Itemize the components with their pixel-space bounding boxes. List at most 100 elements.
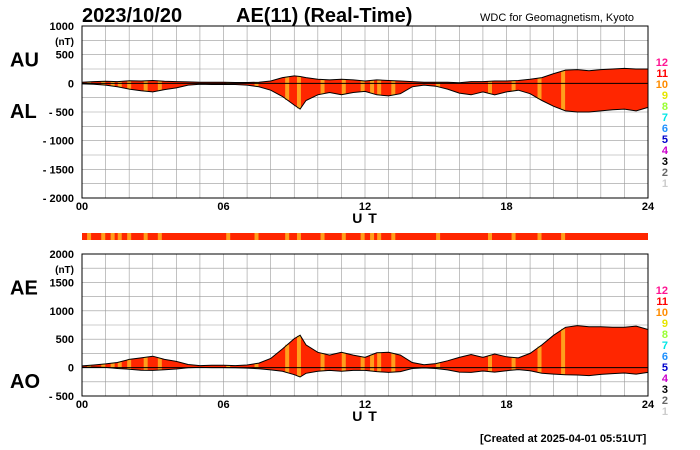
y-tick-label: 0 (68, 78, 74, 90)
station-bar-stripe (226, 233, 231, 240)
station-count-label: 3 (662, 384, 668, 396)
x-tick-label: 06 (217, 399, 229, 411)
station-bar-stripe (254, 233, 259, 240)
y-tick-label: - 1000 (43, 136, 74, 148)
station-count-label: 8 (662, 329, 668, 341)
station-count-label: 12 (656, 57, 668, 69)
series-label-au: AU (10, 50, 39, 72)
x-tick-label: 00 (76, 399, 88, 411)
y-tick-label: - 500 (49, 391, 74, 403)
series-label-ae: AE (10, 277, 38, 299)
station-bar-stripe (127, 233, 132, 240)
station-stripe (117, 361, 122, 369)
station-bar-stripe (143, 233, 148, 240)
station-count-label: 11 (656, 68, 668, 80)
station-stripe (117, 81, 122, 88)
au-al-panel: 1000 500 0 - 500 - 1000 - 1500 - 2000 (nT) 00 06 1… (10, 21, 669, 226)
station-count-label: 6 (662, 123, 668, 135)
station-count-label: 12 (656, 285, 668, 297)
y-tick-label: - 500 (49, 107, 74, 119)
station-stripe (370, 354, 375, 372)
station-stripe (341, 79, 346, 95)
station-bar-stripe (537, 233, 542, 240)
station-stripe (296, 335, 301, 377)
source-label: WDC for Geomagnetism, Kyoto (480, 12, 634, 24)
station-bar-stripe (511, 233, 516, 240)
station-stripe (226, 365, 231, 368)
station-count-label: 10 (656, 79, 668, 91)
station-count-label: 1 (662, 178, 668, 190)
station-stripe (436, 82, 441, 87)
x-axis-label: U T (352, 210, 378, 226)
station-count-label: 2 (662, 167, 668, 179)
station-bar-stripe (561, 233, 566, 240)
y-tick-label: 500 (56, 50, 74, 62)
station-stripe (360, 356, 365, 371)
station-stripe (110, 363, 115, 369)
station-stripe (101, 364, 106, 368)
station-count-label: 4 (662, 373, 669, 385)
series-line-ao (81, 366, 649, 378)
station-stripe (561, 70, 566, 110)
station-stripe (285, 76, 290, 100)
station-bar-stripe (157, 233, 162, 240)
station-count-label: 9 (662, 318, 668, 330)
y-tick-label: 1000 (50, 21, 74, 33)
station-count-label: 9 (662, 90, 668, 102)
station-stripe (87, 365, 92, 368)
station-bar-stripe (87, 233, 92, 240)
station-stripe (320, 79, 325, 94)
x-tick-label: 12 (359, 399, 371, 411)
station-bar-stripe (360, 233, 365, 240)
y-tick-label: 0 (68, 363, 74, 375)
x-tick-label: 18 (500, 201, 512, 213)
station-bar-stripe (341, 233, 346, 240)
station-stripe (511, 357, 516, 371)
unit-label: (nT) (55, 265, 74, 276)
x-tick-label: 24 (642, 201, 655, 213)
station-bar-stripe (117, 233, 122, 240)
chart-title: AE(11) (Real-Time) (236, 5, 412, 27)
station-stripe (360, 80, 365, 92)
station-stripe (254, 363, 259, 369)
x-tick-label: 00 (76, 201, 88, 213)
station-count-label: 1 (662, 406, 668, 418)
station-count-label: 10 (656, 307, 668, 319)
station-stripe (377, 80, 382, 96)
plot-frame (81, 25, 649, 199)
station-count-label: 11 (656, 296, 668, 308)
station-bar-stripe (320, 233, 325, 240)
station-stripe (370, 80, 375, 94)
date-label: 2023/10/20 (82, 5, 182, 27)
station-stripe (341, 352, 346, 372)
series-line-al (81, 83, 649, 113)
station-count-label: 3 (662, 156, 668, 168)
station-count-label: 7 (662, 112, 668, 124)
plot-frame (81, 253, 649, 397)
x-tick-label: 18 (500, 399, 512, 411)
station-stripe (537, 77, 542, 100)
station-stripe (436, 363, 441, 369)
series-line-au (81, 67, 648, 84)
x-axis-label: U T (352, 408, 378, 424)
station-stripe (391, 353, 396, 373)
station-count-label: 4 (662, 145, 669, 157)
station-bar-stripe (110, 233, 115, 240)
station-stripe (391, 80, 396, 96)
station-bar-stripe (370, 233, 375, 240)
station-stripe (127, 80, 132, 90)
y-tick-label: 500 (56, 334, 74, 346)
y-tick-label: 2000 (50, 249, 74, 261)
station-stripe (285, 344, 290, 373)
station-count-label: 8 (662, 101, 668, 113)
y-tick-label: 1000 (50, 306, 74, 318)
station-stripe (537, 346, 542, 373)
y-tick-label: 1500 (50, 277, 74, 289)
station-bar-stripe (436, 233, 441, 240)
station-stripe (377, 352, 382, 372)
station-bar-stripe (391, 233, 396, 240)
station-stripe (157, 358, 162, 371)
series-label-ao: AO (10, 371, 40, 393)
